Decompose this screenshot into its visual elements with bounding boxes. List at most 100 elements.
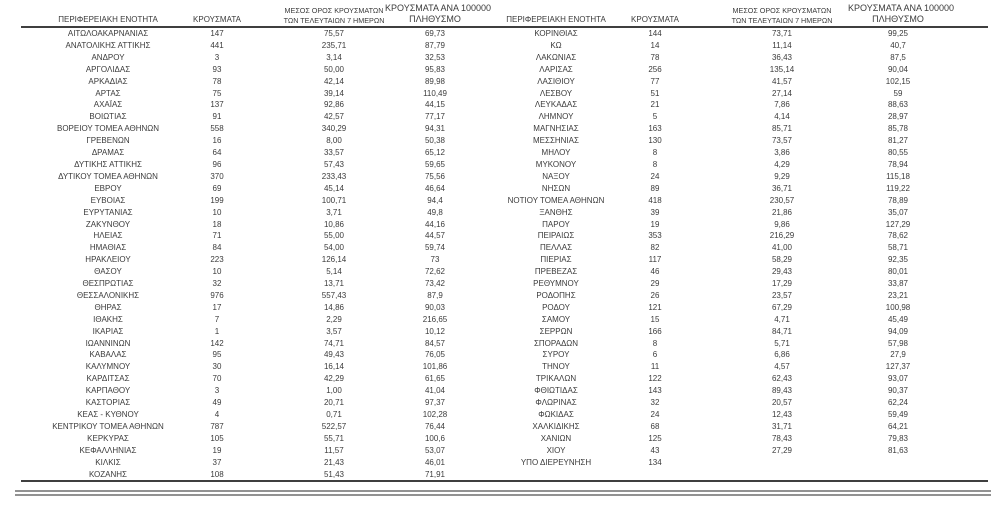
cell-avg7: 31,71 — [771, 421, 793, 431]
cell-region: ΦΛΩΡΙΝΑΣ — [535, 398, 577, 408]
cell-avg7: 16,14 — [323, 362, 345, 372]
cell-avg7: 39,14 — [323, 88, 345, 98]
cell-per100k: 100,98 — [885, 302, 911, 312]
cell-avg7: 11,57 — [324, 445, 344, 455]
left-per100k-header: ΚΡΟΥΣΜΑΤΑ ΑΝΑ 100000 ΠΛΗΘΥΣΜΟ — [385, 0, 491, 28]
cell-cases: 8 — [652, 148, 658, 158]
cell-avg7: 58,29 — [771, 255, 793, 265]
cell-per100k: 81,63 — [887, 445, 909, 455]
cell-per100k: 89,98 — [424, 76, 446, 86]
cell-cases: 787 — [210, 421, 224, 431]
cell-region: ΜΥΚΟΝΟΥ — [535, 159, 577, 169]
cell-avg7: 1,00 — [326, 386, 342, 396]
cell-region: ΛΕΥΚΑΔΑΣ — [534, 100, 578, 110]
left-region-cells: ΑΙΤΩΛΟΑΚΑΡΝΑΝΙΑΣ ΑΝΑΤΟΛΙΚΗΣ ΑΤΤΙΚΗΣ ΑΝΔΡΟΥ… — [8, 28, 208, 480]
cell-region: ΡΟΔΟΥ — [542, 302, 570, 312]
cell-region: ΘΕΣΣΑΛΟΝΙΚΗΣ — [76, 290, 140, 300]
cell-cases: 17 — [212, 302, 222, 312]
cell-cases: 441 — [210, 40, 224, 50]
cell-region: ΙΘΑΚΗΣ — [93, 314, 123, 324]
cell-per100k: 77,17 — [424, 112, 446, 122]
cell-avg7: 12,43 — [771, 410, 793, 419]
cell-region: ΝΗΣΩΝ — [541, 183, 571, 193]
cell-region: ΗΡΑΚΛΕΙΟΥ — [85, 255, 131, 265]
cell-avg7: 27,29 — [771, 445, 793, 455]
cell-region: ΑΝΑΤΟΛΙΚΗΣ ΑΤΤΙΚΗΣ — [65, 40, 151, 50]
cell-cases: 370 — [210, 171, 224, 181]
cell-per100k: 49,8 — [427, 207, 443, 217]
cell-per100k: 64,21 — [887, 421, 909, 431]
cell-region: ΕΥΒΟΙΑΣ — [90, 195, 126, 205]
left-region-header: ΠΕΡΙΦΕΡΕΙΑΚΗ ΕΝΟΤΗΤΑ — [8, 0, 208, 28]
cell-per100k: 87,9 — [427, 290, 443, 300]
right-per100k-header: ΚΡΟΥΣΜΑΤΑ ΑΝΑ 100000 ΠΛΗΘΥΣΜΟ — [848, 0, 954, 28]
cell-per100k: 78,94 — [887, 159, 909, 169]
cell-avg7: 522,57 — [321, 421, 347, 431]
cell-region: ΔΡΑΜΑΣ — [91, 148, 125, 158]
cell-per100k: 46,64 — [424, 183, 446, 193]
cell-region: ΑΝΔΡΟΥ — [91, 52, 125, 62]
cell-cases: 32 — [212, 279, 222, 289]
avg7-header-line1: ΜΕΣΟΣ ΟΡΟΣ ΚΡΟΥΣΜΑΤΩΝ — [732, 6, 832, 15]
cell-cases: 82 — [650, 243, 660, 253]
cell-region: ΛΑΡΙΣΑΣ — [539, 64, 573, 74]
right-per100k-cells: 99,25 40,7 87,5 90,04 102,15 59 88,63 28,97 85,7… — [848, 28, 948, 469]
cell-avg7: 50,00 — [323, 64, 345, 74]
cell-per100k: 100,6 — [424, 433, 446, 443]
right-table-avg7-column: ΜΕΣΟΣ ΟΡΟΣ ΚΡΟΥΣΜΑΤΩΝ ΤΩΝ ΤΕΛΕΥΤΑΙΩΝ 7 Η… — [722, 0, 842, 469]
cell-per100k: 41,04 — [424, 386, 446, 396]
cell-avg7: 4,71 — [774, 314, 790, 324]
cell-per100k: 115,18 — [886, 171, 910, 181]
cell-region: ΠΙΕΡΙΑΣ — [540, 255, 572, 265]
cell-per100k: 78,62 — [887, 231, 909, 241]
cell-cases: 10 — [212, 207, 222, 217]
cell-region: ΛΕΣΒΟΥ — [539, 88, 573, 98]
cell-avg7: 41,00 — [771, 243, 793, 253]
cell-cases: 93 — [212, 64, 222, 74]
cell-cases: 976 — [210, 290, 224, 300]
cell-cases: 558 — [210, 124, 224, 134]
cell-avg7: 29,43 — [771, 267, 793, 277]
cell-avg7: 557,43 — [321, 290, 347, 300]
cell-cases: 137 — [210, 100, 224, 110]
per100k-header-line2: ΠΛΗΘΥΣΜΟ — [409, 14, 461, 24]
cell-region: ΚΑΡΔΙΤΣΑΣ — [86, 374, 130, 384]
right-cases-cells: 144 14 78 256 77 51 21 5 163 130 8 8 24 89 418 39 19 353 8… — [605, 28, 705, 469]
cell-avg7 — [722, 457, 842, 469]
cell-cases: 147 — [210, 29, 224, 38]
cell-cases: 15 — [650, 314, 660, 324]
cell-per100k: 59,49 — [887, 410, 909, 419]
cell-region: ΥΠΟ ΔΙΕΡΕΥΝΗΣΗ — [520, 457, 592, 467]
cell-per100k: 78,89 — [887, 195, 909, 205]
cell-cases: 77 — [650, 76, 660, 86]
cell-per100k: 95,83 — [424, 64, 446, 74]
cell-cases: 1 — [214, 326, 220, 336]
cell-avg7: 230,57 — [769, 195, 795, 205]
cell-avg7: 54,00 — [323, 243, 345, 253]
cell-region: ΘΑΣΟΥ — [94, 267, 122, 277]
cell-avg7: 85,71 — [771, 124, 793, 134]
cell-per100k: 57,98 — [887, 338, 909, 348]
cell-region: ΠΕΛΛΑΣ — [539, 243, 573, 253]
cell-region: ΖΑΚΥΝΘΟΥ — [85, 219, 131, 229]
cell-per100k: 45,49 — [887, 314, 909, 324]
cell-per100k: 216,65 — [422, 314, 448, 324]
right-cases-header: ΚΡΟΥΣΜΑΤΑ — [605, 0, 705, 28]
cell-avg7: 49,43 — [323, 350, 345, 360]
cell-region: ΚΕΡΚΥΡΑΣ — [87, 433, 129, 443]
cell-per100k: 101,86 — [422, 362, 448, 372]
cell-region: ΗΜΑΘΙΑΣ — [89, 243, 127, 253]
right-avg7-header: ΜΕΣΟΣ ΟΡΟΣ ΚΡΟΥΣΜΑΤΩΝ ΤΩΝ ΤΕΛΕΥΤΑΙΩΝ 7 Η… — [722, 0, 842, 28]
cell-avg7: 45,14 — [323, 183, 345, 193]
cell-per100k: 53,07 — [424, 445, 446, 455]
cell-avg7: 42,57 — [323, 112, 345, 122]
cell-per100k: 73,42 — [424, 279, 446, 289]
cell-region: ΕΥΡΥΤΑΝΙΑΣ — [83, 207, 133, 217]
cell-per100k: 94,31 — [424, 124, 446, 134]
cell-region: ΞΑΝΘΗΣ — [539, 207, 573, 217]
cell-region: ΑΙΤΩΛΟΑΚΑΡΝΑΝΙΑΣ — [67, 29, 149, 38]
cell-avg7: 55,00 — [323, 231, 345, 241]
cell-cases: 3 — [214, 386, 220, 396]
region-header-label: ΠΕΡΙΦΕΡΕΙΑΚΗ ΕΝΟΤΗΤΑ — [506, 15, 606, 24]
